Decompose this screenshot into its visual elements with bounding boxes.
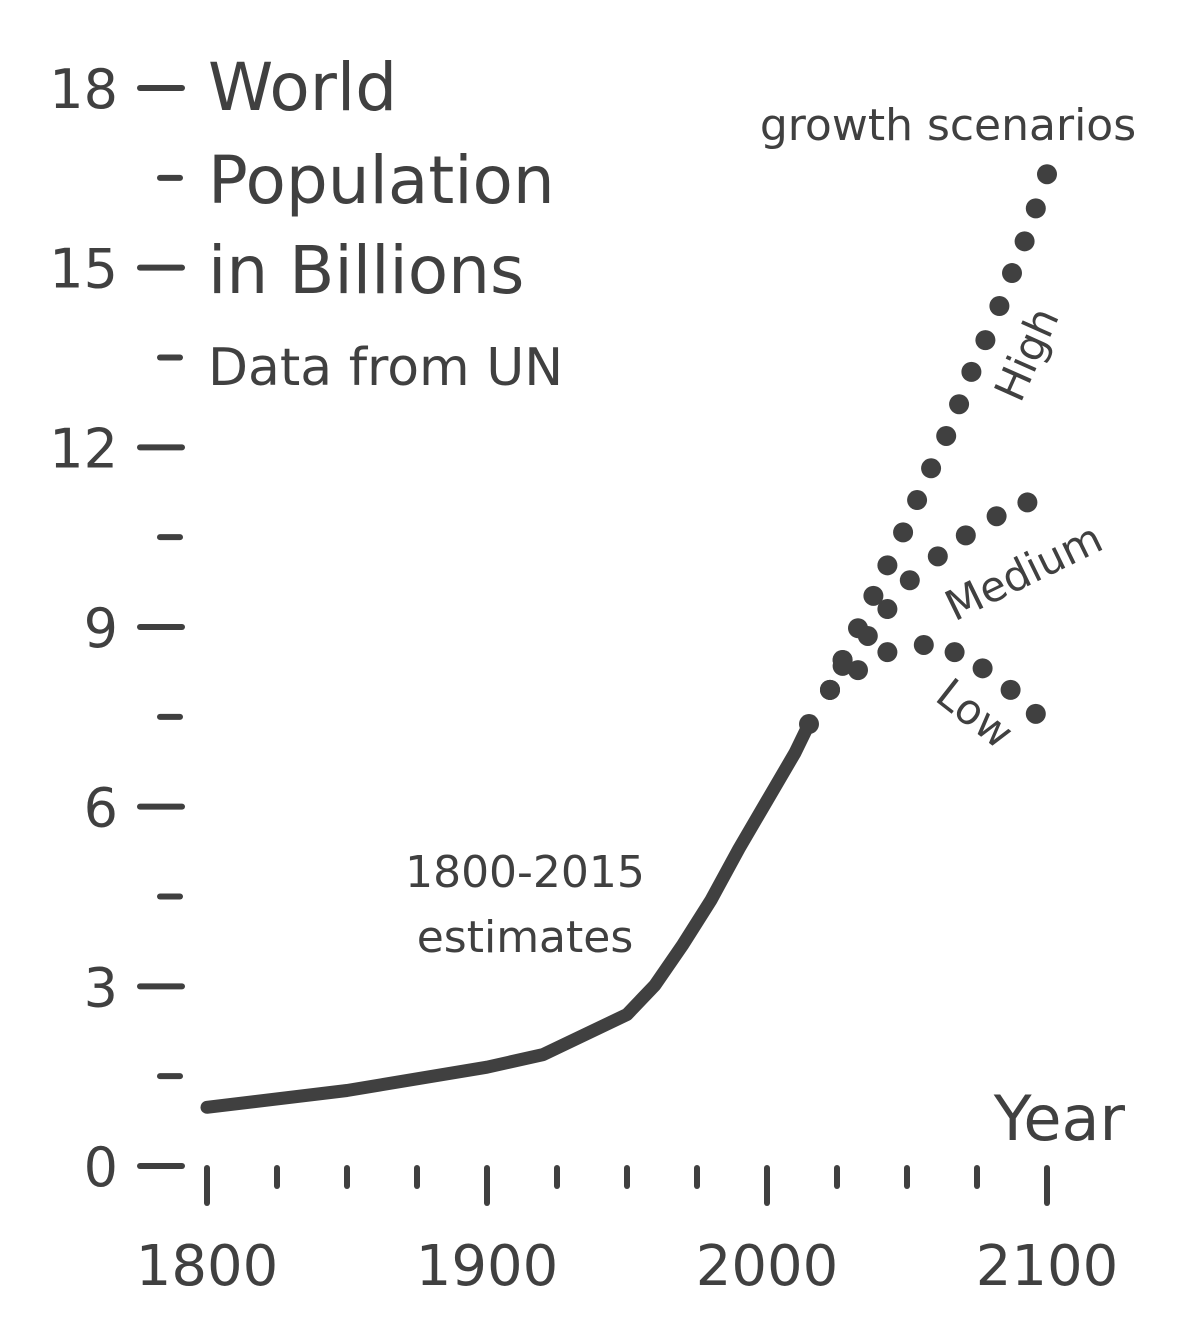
data-point-low bbox=[848, 660, 868, 681]
data-point-high bbox=[989, 295, 1010, 316]
data-point-high bbox=[961, 361, 982, 382]
y-tick-label: 18 bbox=[49, 58, 118, 121]
data-marks bbox=[200, 164, 1057, 1114]
data-point-low bbox=[944, 642, 965, 663]
annotation-high: High bbox=[985, 300, 1069, 408]
annotation-scenarios: growth scenarios bbox=[760, 100, 1136, 151]
data-point-low bbox=[820, 679, 840, 700]
data-point-medium bbox=[986, 506, 1007, 527]
annotation-estimates-line2: estimates bbox=[417, 912, 634, 963]
data-point-high bbox=[1014, 231, 1035, 252]
data-point-high bbox=[949, 394, 970, 415]
data-point-low bbox=[972, 658, 993, 679]
chart-title-line2: Population bbox=[208, 142, 555, 219]
data-point-high bbox=[1002, 263, 1022, 284]
data-point-low bbox=[913, 634, 934, 655]
data-point-medium bbox=[877, 599, 898, 620]
series-line-1800-2015-estimates bbox=[200, 717, 816, 1114]
data-point-medium bbox=[955, 525, 976, 546]
data-point-high bbox=[1037, 164, 1057, 185]
data-point-low bbox=[1025, 703, 1046, 724]
data-point-high bbox=[893, 522, 914, 543]
data-point-low bbox=[877, 642, 898, 663]
x-tick-label: 1800 bbox=[136, 1234, 279, 1299]
chart-subtitle: Data from UN bbox=[208, 338, 563, 398]
y-tick-label: 9 bbox=[84, 597, 118, 660]
x-axis-label: Year bbox=[993, 1082, 1126, 1155]
data-point-medium bbox=[899, 570, 920, 591]
data-point-high bbox=[863, 585, 884, 606]
x-tick-label: 2100 bbox=[976, 1234, 1119, 1299]
data-point-medium bbox=[857, 625, 878, 646]
data-point-high bbox=[907, 490, 928, 511]
data-point-medium bbox=[1017, 492, 1038, 513]
axes: 0 3 6 9 12 15 18 1800 1900 2000 2100 bbox=[49, 58, 1118, 1299]
data-point-low bbox=[1000, 679, 1021, 700]
y-tick-label: 3 bbox=[84, 956, 118, 1019]
x-tick-label: 1900 bbox=[416, 1234, 559, 1299]
data-point-medium bbox=[927, 546, 948, 567]
data-point-high bbox=[936, 425, 957, 446]
data-point-high bbox=[975, 330, 996, 351]
chart-title-line3: in Billions bbox=[208, 232, 524, 309]
data-point-low bbox=[832, 655, 853, 676]
data-point-high bbox=[1025, 198, 1046, 219]
data-point-high bbox=[799, 714, 819, 735]
data-point-high bbox=[877, 555, 898, 576]
data-point-high bbox=[921, 458, 942, 479]
chart-title-line1: World bbox=[208, 49, 397, 126]
x-tick-label: 2000 bbox=[696, 1234, 839, 1299]
y-tick-label: 6 bbox=[84, 777, 118, 840]
annotation-estimates-line1: 1800-2015 bbox=[405, 847, 645, 898]
y-tick-label: 0 bbox=[84, 1136, 118, 1199]
y-tick-label: 12 bbox=[49, 417, 118, 480]
y-tick-label: 15 bbox=[49, 238, 118, 301]
